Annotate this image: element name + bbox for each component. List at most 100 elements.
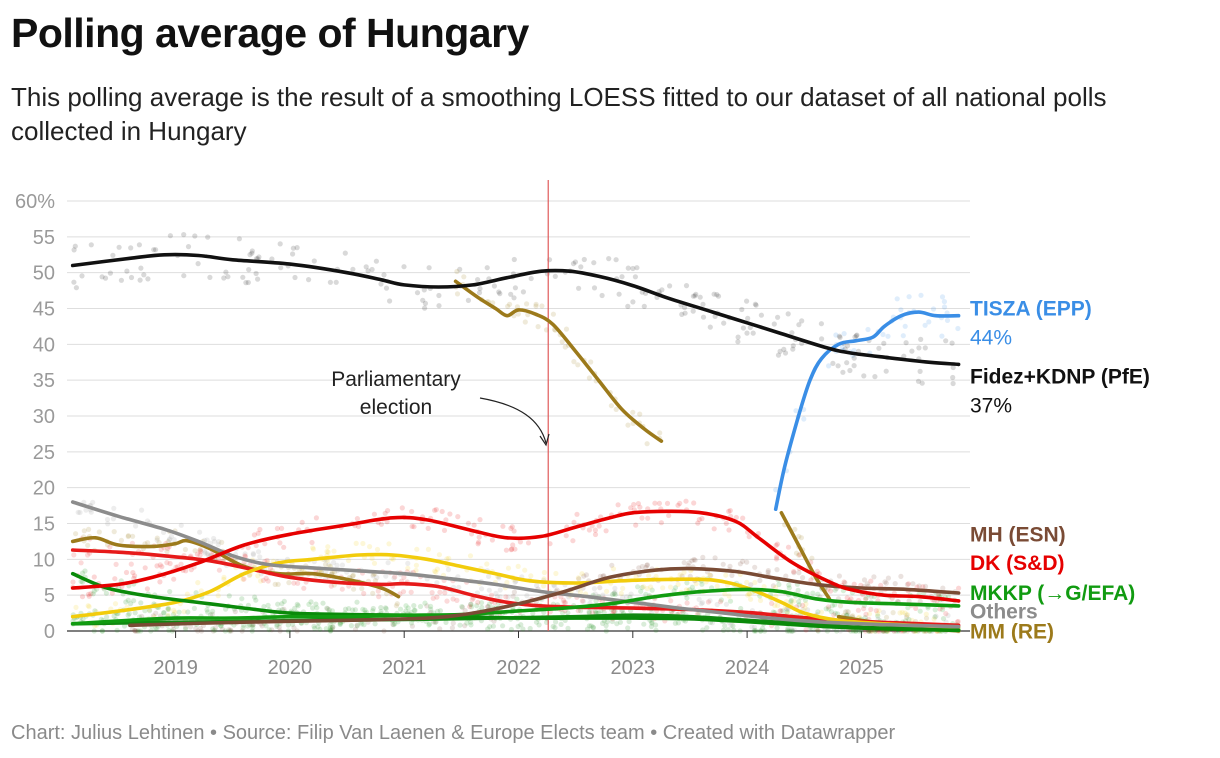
poll-dot	[354, 623, 360, 629]
poll-dot	[757, 628, 763, 634]
poll-dot	[264, 557, 270, 564]
poll-dot	[414, 290, 421, 296]
poll-dot	[441, 527, 448, 534]
poll-dot	[73, 604, 79, 611]
poll-dot	[652, 500, 658, 506]
poll-dot	[78, 560, 84, 566]
poll-dot	[114, 627, 120, 633]
poll-dot	[399, 505, 405, 511]
poll-dot	[152, 626, 158, 632]
poll-dot	[772, 602, 778, 609]
poll-dot	[910, 581, 916, 587]
poll-dot	[383, 573, 389, 579]
poll-dot	[822, 627, 828, 633]
poll-dot	[329, 570, 335, 576]
poll-dot	[342, 606, 349, 612]
poll-dot	[941, 304, 948, 310]
poll-dot	[325, 544, 331, 550]
poll-dot	[931, 616, 937, 622]
poll-dot	[902, 323, 908, 329]
poll-dot	[444, 598, 450, 604]
poll-dot	[774, 567, 780, 573]
poll-dot	[372, 621, 378, 627]
poll-dot	[394, 601, 400, 607]
poll-dot	[738, 605, 744, 612]
poll-dot	[422, 600, 428, 606]
poll-dot	[256, 254, 262, 260]
y-tick-label: 45	[33, 299, 55, 321]
poll-dot	[514, 596, 520, 602]
poll-dot	[550, 311, 557, 317]
poll-dot	[826, 606, 832, 612]
poll-dot	[411, 603, 417, 609]
poll-dot	[933, 613, 939, 619]
poll-dot	[197, 625, 203, 631]
poll-dot	[796, 533, 802, 540]
poll-dot	[649, 609, 655, 615]
poll-dot	[314, 605, 320, 611]
poll-dot	[917, 368, 923, 374]
poll-dot	[86, 604, 92, 610]
poll-dot	[851, 581, 857, 587]
poll-dot	[444, 556, 450, 562]
poll-dot	[468, 601, 474, 608]
poll-dot	[110, 252, 116, 258]
poll-dot	[79, 594, 86, 600]
poll-dot	[612, 608, 618, 614]
poll-dot	[714, 601, 720, 608]
poll-dot	[82, 568, 88, 574]
poll-dot	[844, 343, 851, 349]
poll-dot	[363, 264, 369, 270]
poll-dot	[109, 590, 115, 596]
poll-dot	[601, 610, 607, 616]
poll-dot	[840, 369, 846, 375]
y-tick-label: 60%	[15, 191, 55, 213]
poll-dot	[693, 581, 699, 587]
poll-dot	[375, 588, 381, 594]
poll-dot	[533, 301, 539, 307]
poll-dot	[776, 581, 782, 588]
poll-dot	[157, 579, 163, 585]
poll-dot	[683, 498, 689, 504]
poll-dot	[182, 546, 188, 553]
poll-dot	[88, 509, 94, 515]
poll-dot	[139, 507, 145, 513]
poll-dot	[409, 523, 415, 530]
poll-dot	[628, 505, 634, 511]
poll-dot	[91, 628, 97, 634]
poll-dot	[469, 604, 475, 610]
poll-dot	[337, 621, 343, 628]
poll-dot	[757, 597, 764, 604]
poll-dot	[683, 283, 690, 289]
poll-dot	[83, 507, 89, 513]
poll-dot	[530, 610, 536, 616]
poll-dot	[784, 609, 790, 615]
poll-dot	[187, 624, 194, 630]
poll-dot	[666, 512, 672, 519]
poll-dot	[830, 360, 836, 366]
poll-dot	[158, 546, 164, 553]
poll-dot	[890, 610, 896, 616]
series-label: Fidez+KDNP (PfE)	[970, 366, 1150, 389]
poll-dot	[596, 523, 602, 529]
poll-dot	[592, 527, 599, 533]
poll-dot	[917, 598, 923, 605]
series-line	[70, 548, 961, 628]
poll-dot	[432, 619, 438, 625]
poll-dot	[898, 307, 904, 313]
poll-dot	[263, 575, 269, 581]
poll-dot	[837, 603, 844, 609]
poll-dot	[646, 573, 652, 579]
poll-dot	[212, 627, 218, 633]
poll-dot	[509, 546, 515, 552]
y-tick-label: 5	[44, 585, 55, 607]
poll-dot	[558, 621, 564, 628]
poll-dot	[210, 628, 216, 634]
poll-dot	[337, 621, 343, 627]
poll-dot	[261, 604, 267, 610]
poll-dot	[815, 609, 821, 615]
poll-dot	[659, 287, 665, 293]
poll-dot	[932, 614, 938, 620]
poll-dot	[699, 516, 705, 522]
poll-dot	[88, 591, 94, 597]
